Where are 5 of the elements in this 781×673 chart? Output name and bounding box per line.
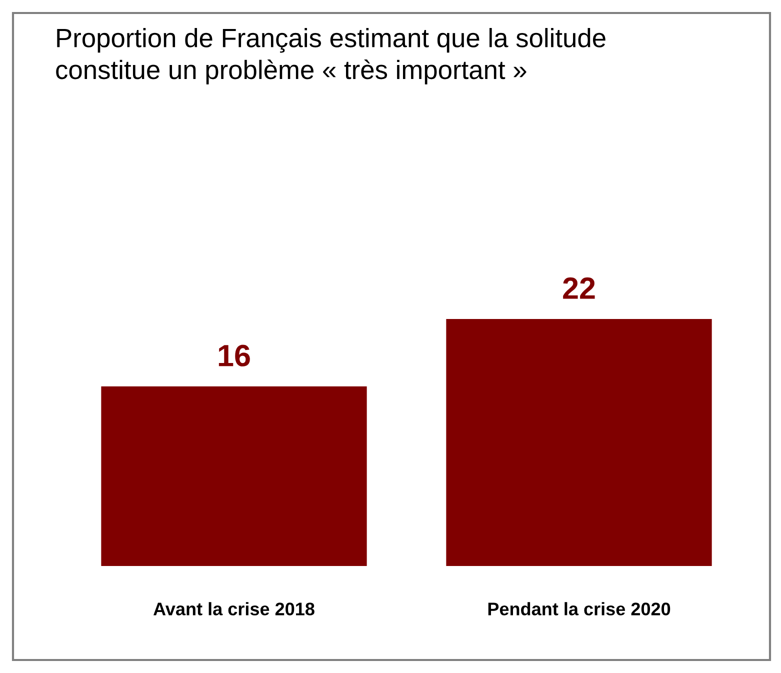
x-tick-label: Pendant la crise 2020	[488, 602, 670, 616]
data-label: 22	[563, 277, 595, 299]
data-label: 16	[218, 344, 250, 366]
chart-title: Proportion de Français estimant que la solitude constitue un problème « très important »	[56, 28, 606, 84]
x-tick-label: Avant la crise 2018	[153, 602, 314, 616]
